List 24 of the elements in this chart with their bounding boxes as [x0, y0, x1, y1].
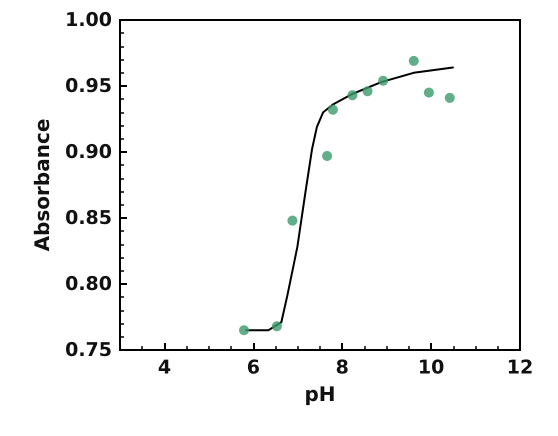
x-tick-label: 8 [336, 356, 349, 378]
y-tick-label: 0.75 [65, 339, 112, 361]
point [272, 321, 282, 332]
point [239, 325, 249, 336]
x-tick-label: 4 [158, 356, 172, 378]
point [362, 86, 373, 96]
x-tick-label: 12 [506, 356, 534, 378]
x-tick-label: 6 [246, 356, 260, 378]
point [444, 92, 455, 103]
point [347, 90, 358, 100]
point [408, 56, 419, 66]
point [322, 150, 332, 161]
y-tick-label: 0.85 [65, 207, 112, 229]
point [287, 216, 298, 226]
y-tick-label: 0.95 [65, 75, 112, 97]
point [378, 76, 388, 86]
point [424, 88, 434, 98]
y-axis-title: Absorbance [30, 118, 54, 252]
x-axis-title: pH [304, 382, 336, 406]
point [328, 104, 338, 115]
y-tick-label: 1.00 [65, 9, 112, 31]
y-tick-label: 0.80 [65, 273, 112, 295]
x-tick-label: 10 [418, 356, 444, 378]
y-tick-label: 0.90 [65, 141, 112, 163]
